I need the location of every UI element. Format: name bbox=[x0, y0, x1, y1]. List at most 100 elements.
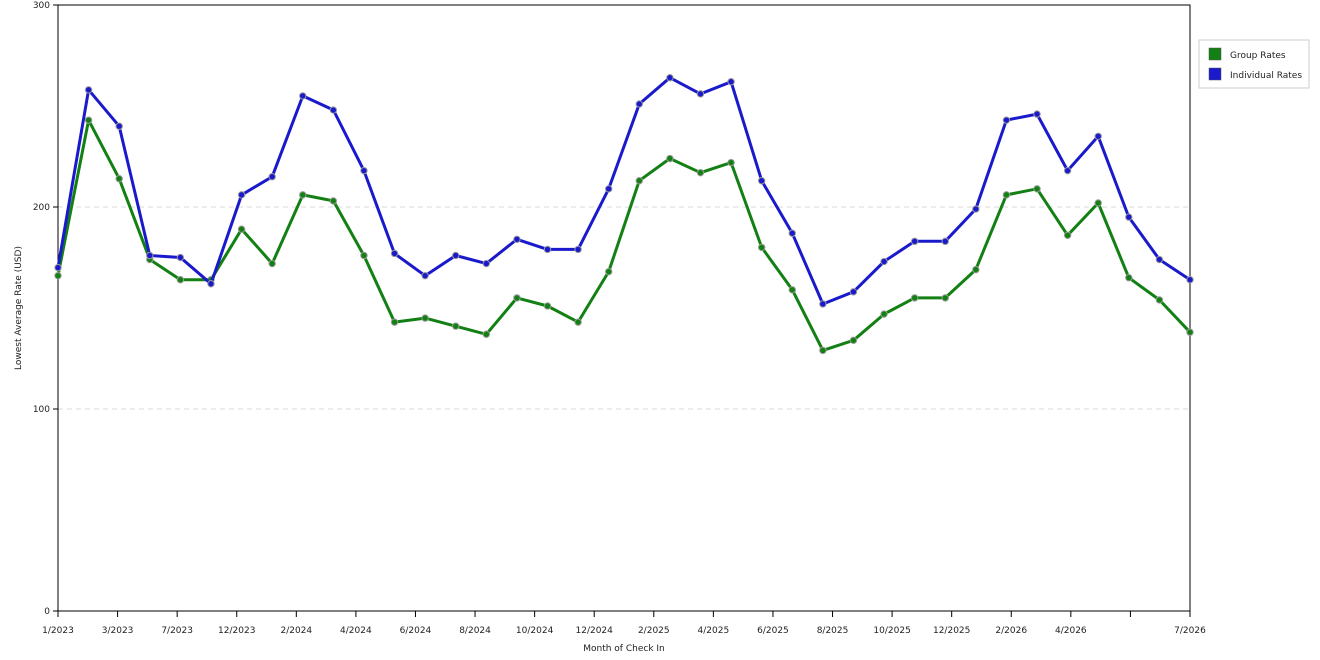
legend: Group Rates Individual Rates bbox=[1198, 39, 1310, 89]
data-point[interactable] bbox=[1094, 199, 1102, 207]
plot-frame bbox=[57, 4, 1191, 612]
data-point[interactable] bbox=[421, 314, 429, 322]
data-point[interactable] bbox=[360, 251, 368, 260]
data-point[interactable] bbox=[605, 267, 613, 276]
x-tick-label: 8/2025 bbox=[817, 626, 849, 636]
data-point[interactable] bbox=[84, 116, 93, 124]
data-point[interactable] bbox=[299, 92, 307, 100]
data-point[interactable] bbox=[1063, 166, 1072, 175]
data-point[interactable] bbox=[390, 249, 399, 258]
data-point[interactable] bbox=[788, 286, 796, 294]
x-tick-label: 4/2026 bbox=[1055, 626, 1087, 636]
data-point[interactable] bbox=[421, 271, 429, 280]
data-point[interactable] bbox=[1094, 132, 1102, 141]
x-tick-label: 12/2023 bbox=[218, 626, 255, 636]
data-point[interactable] bbox=[635, 100, 643, 108]
legend-swatch bbox=[1208, 47, 1222, 61]
data-point[interactable] bbox=[390, 318, 399, 326]
data-point[interactable] bbox=[360, 166, 368, 175]
data-point[interactable] bbox=[666, 154, 674, 163]
data-point[interactable] bbox=[1186, 328, 1194, 336]
x-tick-label: 6/2024 bbox=[400, 626, 432, 636]
data-point[interactable] bbox=[452, 322, 460, 330]
data-point[interactable] bbox=[941, 294, 949, 302]
data-point[interactable] bbox=[482, 259, 491, 268]
data-point[interactable] bbox=[1033, 110, 1041, 118]
axes: 0 100 200 300 1/2023 3/2023 7/2023 12/2023 2/202… bbox=[33, 1, 1206, 636]
data-point[interactable] bbox=[666, 74, 674, 82]
data-point[interactable] bbox=[237, 225, 246, 233]
data-point[interactable] bbox=[268, 259, 276, 268]
x-tick-label: 10/2025 bbox=[873, 626, 910, 636]
data-point[interactable] bbox=[1033, 185, 1041, 193]
data-point[interactable] bbox=[513, 294, 521, 302]
data-point[interactable] bbox=[696, 90, 705, 98]
data-point[interactable] bbox=[543, 302, 552, 310]
data-point[interactable] bbox=[237, 191, 246, 199]
data-point[interactable] bbox=[1125, 274, 1133, 282]
data-point[interactable] bbox=[1155, 255, 1164, 264]
x-tick-label: 10/2024 bbox=[516, 626, 554, 636]
data-point[interactable] bbox=[299, 191, 307, 199]
data-point[interactable] bbox=[941, 237, 949, 246]
x-tick-label: 4/2025 bbox=[698, 626, 730, 636]
x-tick-label: 2/2026 bbox=[995, 626, 1027, 636]
x-axis-title: Month of Check In bbox=[583, 644, 665, 654]
data-point[interactable] bbox=[482, 330, 491, 338]
legend-label: Individual Rates bbox=[1230, 71, 1302, 81]
x-tick-label: 2/2025 bbox=[638, 626, 670, 636]
data-point[interactable] bbox=[727, 158, 735, 167]
data-point[interactable] bbox=[788, 229, 796, 237]
data-point[interactable] bbox=[880, 257, 888, 266]
data-point[interactable] bbox=[1002, 191, 1011, 199]
x-tick-label: 12/2024 bbox=[576, 626, 614, 636]
data-point[interactable] bbox=[757, 177, 766, 185]
data-point[interactable] bbox=[727, 78, 735, 86]
data-point[interactable] bbox=[972, 265, 980, 274]
data-point[interactable] bbox=[1063, 231, 1072, 239]
data-point[interactable] bbox=[146, 251, 154, 260]
y-tick-label: 100 bbox=[33, 405, 50, 415]
data-point[interactable] bbox=[910, 237, 919, 246]
data-point[interactable] bbox=[452, 251, 460, 260]
data-point[interactable] bbox=[1186, 276, 1194, 284]
data-point[interactable] bbox=[1155, 296, 1164, 304]
data-point[interactable] bbox=[849, 288, 858, 296]
data-point[interactable] bbox=[329, 197, 338, 205]
data-point[interactable] bbox=[115, 122, 123, 130]
data-point[interactable] bbox=[513, 235, 521, 244]
data-point[interactable] bbox=[849, 336, 858, 345]
data-point[interactable] bbox=[329, 106, 338, 114]
data-point[interactable] bbox=[880, 310, 888, 318]
data-point[interactable] bbox=[176, 253, 185, 262]
series-lines bbox=[54, 74, 1194, 355]
series-line bbox=[56, 118, 1192, 352]
data-point[interactable] bbox=[543, 245, 552, 254]
data-point[interactable] bbox=[54, 271, 62, 280]
y-tick-label: 0 bbox=[44, 607, 50, 617]
data-point[interactable] bbox=[207, 280, 215, 288]
x-tick-label: 12/2025 bbox=[933, 626, 970, 636]
data-point[interactable] bbox=[574, 318, 582, 326]
data-point[interactable] bbox=[115, 175, 123, 183]
data-point[interactable] bbox=[696, 168, 705, 177]
data-point[interactable] bbox=[635, 177, 643, 185]
y-tick-label: 300 bbox=[33, 1, 50, 11]
data-point[interactable] bbox=[268, 173, 276, 181]
y-axis-title: Lowest Average Rate (USD) bbox=[14, 246, 24, 370]
x-tick-label: 3/2023 bbox=[102, 626, 134, 636]
data-point[interactable] bbox=[84, 86, 93, 94]
y-tick-label: 200 bbox=[33, 203, 50, 213]
data-point[interactable] bbox=[1002, 116, 1011, 124]
data-point[interactable] bbox=[972, 205, 980, 213]
data-point[interactable] bbox=[910, 294, 919, 302]
data-point[interactable] bbox=[605, 185, 613, 193]
data-point[interactable] bbox=[819, 346, 827, 355]
x-tick-label: 7/2023 bbox=[161, 626, 193, 636]
data-point[interactable] bbox=[574, 245, 582, 254]
data-point[interactable] bbox=[176, 276, 185, 284]
data-point[interactable] bbox=[757, 243, 766, 252]
data-point[interactable] bbox=[1125, 213, 1133, 221]
data-point[interactable] bbox=[54, 263, 62, 272]
data-point[interactable] bbox=[819, 300, 827, 308]
